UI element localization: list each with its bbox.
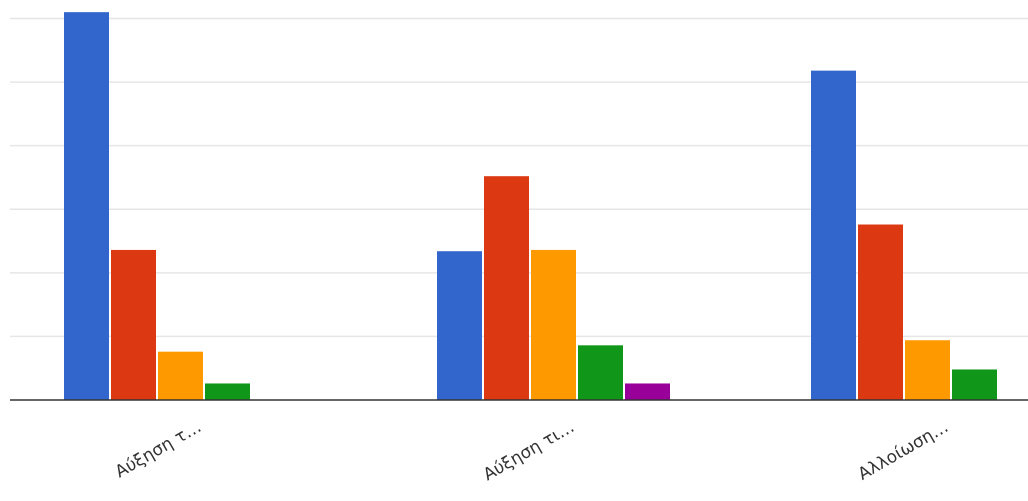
bar[interactable] (64, 12, 109, 401)
x-tick-label: Αλλοίωση… (855, 417, 952, 485)
bar[interactable] (625, 383, 670, 400)
x-tick-label: Αύξηση τ… (112, 417, 205, 482)
bar[interactable] (437, 251, 482, 400)
bar[interactable] (111, 249, 156, 400)
bar[interactable] (158, 351, 203, 400)
bar[interactable] (858, 224, 903, 400)
bar[interactable] (205, 383, 250, 400)
bar[interactable] (905, 340, 950, 400)
x-tick-label: Αύξηση τι… (480, 417, 578, 485)
bar[interactable] (952, 369, 997, 400)
bar[interactable] (578, 345, 623, 400)
bars-group (64, 12, 997, 401)
bar[interactable] (811, 70, 856, 400)
x-axis-labels: Αύξηση τ… Αύξηση τι… Αλλοίωση… (112, 417, 952, 485)
bar[interactable] (484, 176, 529, 400)
bar[interactable] (531, 249, 576, 400)
